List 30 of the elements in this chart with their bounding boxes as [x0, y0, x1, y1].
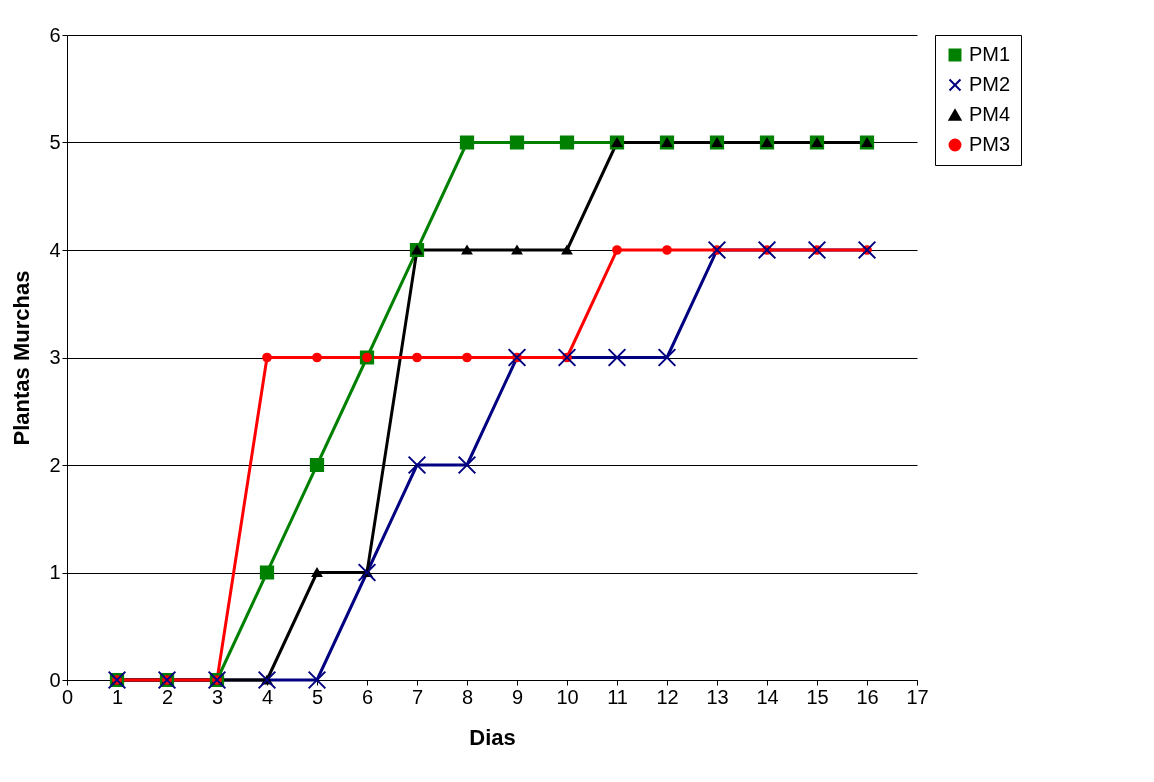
y-tick-label: 0	[49, 668, 61, 691]
x-tick-label: 13	[706, 685, 729, 708]
x-tick-label: 5	[311, 685, 324, 708]
x-tick-label: 4	[261, 685, 274, 708]
y-axis-title: Plantas Murchas	[9, 270, 35, 446]
y-tick-label: 4	[49, 238, 61, 261]
x-tick-label: 11	[607, 685, 628, 708]
x-tick-label: 12	[656, 685, 679, 708]
x-tick-label: 8	[461, 685, 474, 708]
y-tick-label: 5	[49, 131, 61, 153]
legend-label: PM2	[969, 73, 1011, 95]
x-tick-label: 14	[756, 685, 779, 708]
x-tick-label: 3	[211, 685, 224, 708]
x-tick-label: 10	[556, 685, 579, 708]
x-tick-label: 1	[111, 685, 124, 708]
y-tick-label: 6	[49, 23, 61, 46]
x-tick-label: 7	[411, 685, 424, 708]
x-tick-label: 9	[511, 685, 524, 708]
x-tick-label: 6	[361, 685, 374, 708]
x-tick-label: 15	[806, 685, 829, 708]
y-tick-label: 1	[49, 561, 61, 583]
legend-label: PM1	[969, 43, 1011, 65]
legend-label: PM3	[969, 133, 1011, 155]
x-axis-title: Dias	[469, 724, 516, 750]
x-tick-label: 17	[906, 685, 929, 708]
legend-label: PM4	[969, 103, 1011, 125]
x-tick-label: 2	[161, 685, 174, 708]
y-tick-label: 3	[49, 346, 61, 368]
y-tick-label: 2	[49, 453, 61, 476]
x-tick-label: 16	[856, 685, 879, 708]
